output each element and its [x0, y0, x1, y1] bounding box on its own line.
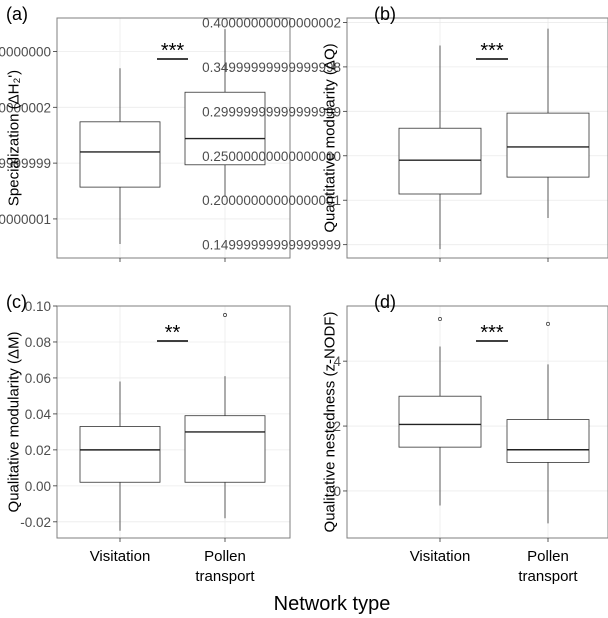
- x-category-label: Pollen: [527, 548, 569, 565]
- y-axis-title: Qualitative nestedness (z-NODF): [322, 312, 339, 533]
- x-category-label: transport: [518, 568, 578, 585]
- y-axis-title: Qualitative modularity (ΔM): [6, 332, 23, 513]
- y-tick-label: 4: [333, 354, 341, 369]
- box-iqr: [184, 91, 266, 166]
- y-tick-label: 0.40000000000000002: [202, 15, 341, 30]
- panel-label: (c): [6, 292, 27, 312]
- box-iqr: [79, 426, 161, 483]
- outlier-point: [438, 317, 442, 321]
- panels: 0.200000000000000010.299999999999999990.…: [0, 4, 608, 585]
- box-iqr: [506, 419, 590, 463]
- y-axis-title: Quantitative modularity (ΔQ): [322, 43, 339, 232]
- y-tick-label: 0.40000000000000002: [0, 100, 51, 115]
- x-axis-title: Network type: [274, 593, 391, 615]
- panel-a: 0.20000000000000001 0.29999999999999999 0.…: [0, 4, 291, 262]
- y-tick-label: 0.29999999999999999: [0, 156, 51, 171]
- panel-c: -0.02 0.00 0.02 0.04 0.06 0.08 0.10 Qualitative…: [6, 292, 291, 585]
- panel-label: (b): [374, 4, 396, 24]
- significance-stars: ***: [161, 40, 185, 62]
- y-tick-label: 0.29999999999999999: [202, 104, 341, 119]
- panel-frame: [346, 305, 608, 539]
- panel-frame: [56, 17, 291, 259]
- box-iqr: [184, 415, 266, 483]
- y-tick-label: -0.02: [20, 515, 51, 530]
- y-axis-title: Specialization (ΔH₂'): [6, 70, 23, 206]
- panel-label: (d): [374, 292, 396, 312]
- x-category-label: Visitation: [410, 548, 471, 565]
- y-tick-label: 0.08: [25, 335, 51, 350]
- panel-frame: [56, 305, 291, 539]
- y-tick-label: 0.25000000000000000: [202, 149, 341, 164]
- y-tick-label: 0: [333, 484, 341, 499]
- y-tick-label: 0.20000000000000001: [202, 193, 341, 208]
- panel-b: 0.14999999999999999 0.20000000000000001 0.…: [202, 4, 608, 262]
- y-tick-label: 0.14999999999999999: [202, 238, 341, 253]
- outlier-point: [223, 313, 227, 317]
- y-tick-label: 0.00: [25, 479, 51, 494]
- box-iqr: [506, 112, 590, 178]
- y-tick-label: 0.06: [25, 371, 51, 386]
- y-tick-label: 0.02: [25, 443, 51, 458]
- x-category-label: transport: [195, 568, 255, 585]
- box-iqr: [398, 127, 482, 195]
- significance-stars: **: [165, 322, 181, 344]
- panel-frame: [346, 17, 608, 259]
- panel-label: (a): [6, 4, 28, 24]
- significance-stars: ***: [480, 40, 504, 62]
- y-tick-label: 0.04: [25, 407, 52, 422]
- y-tick-label: 0.20000000000000001: [0, 212, 51, 227]
- y-tick-label: 0.10: [25, 299, 51, 314]
- y-tick-label: 0.34999999999999998: [202, 60, 341, 75]
- significance-stars: ***: [480, 322, 504, 344]
- x-category-label: Visitation: [90, 548, 151, 565]
- x-category-label: Pollen: [204, 548, 246, 565]
- box-iqr: [79, 121, 161, 188]
- outlier-point: [546, 321, 550, 326]
- y-tick-label: 2: [333, 419, 341, 434]
- box-iqr: [398, 395, 482, 448]
